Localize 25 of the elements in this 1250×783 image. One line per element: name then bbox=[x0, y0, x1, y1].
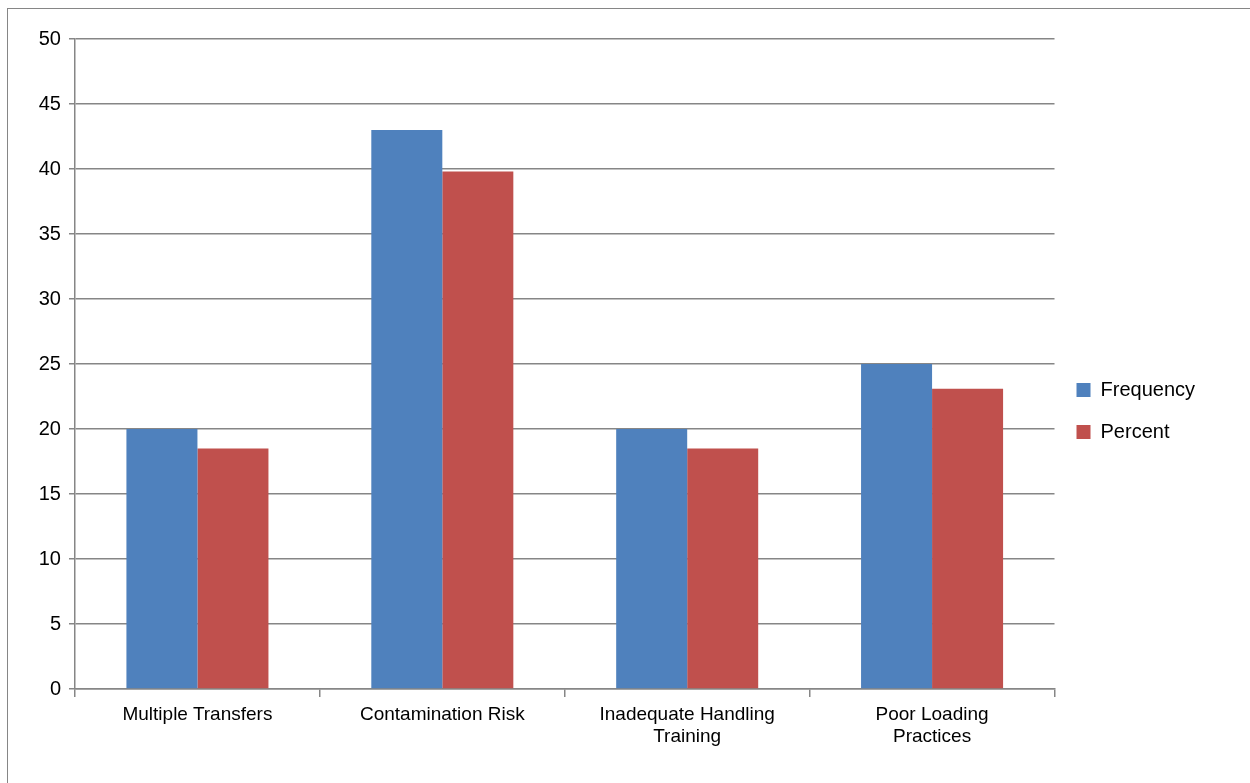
bar bbox=[861, 364, 933, 689]
legend-label: Frequency bbox=[1100, 377, 1196, 400]
x-tick-label: Multiple Transfers bbox=[122, 702, 273, 724]
bar bbox=[126, 429, 198, 689]
x-tick-label: Contamination Risk bbox=[359, 702, 526, 724]
bar bbox=[932, 388, 1004, 689]
y-tick-label: 15 bbox=[38, 481, 61, 504]
bar bbox=[371, 130, 443, 689]
y-tick-label: 40 bbox=[38, 156, 61, 179]
y-tick-label: 20 bbox=[38, 416, 61, 439]
y-tick-label: 5 bbox=[49, 611, 61, 634]
y-tick-label: 10 bbox=[38, 546, 61, 569]
y-tick-label: 50 bbox=[38, 26, 61, 49]
bar bbox=[616, 429, 688, 689]
y-tick-label: 30 bbox=[38, 286, 61, 309]
legend-label: Percent bbox=[1100, 419, 1170, 442]
x-tick-label: Poor Loading Practices bbox=[875, 702, 989, 747]
x-tick-label: Inadequate Handling Training bbox=[599, 702, 775, 747]
bar bbox=[197, 448, 269, 689]
y-tick-label: 45 bbox=[38, 91, 61, 114]
bar bbox=[442, 171, 514, 689]
y-tick-label: 0 bbox=[49, 676, 61, 699]
y-tick-label: 25 bbox=[38, 351, 61, 374]
bar bbox=[687, 448, 759, 689]
y-tick-label: 35 bbox=[38, 221, 61, 244]
